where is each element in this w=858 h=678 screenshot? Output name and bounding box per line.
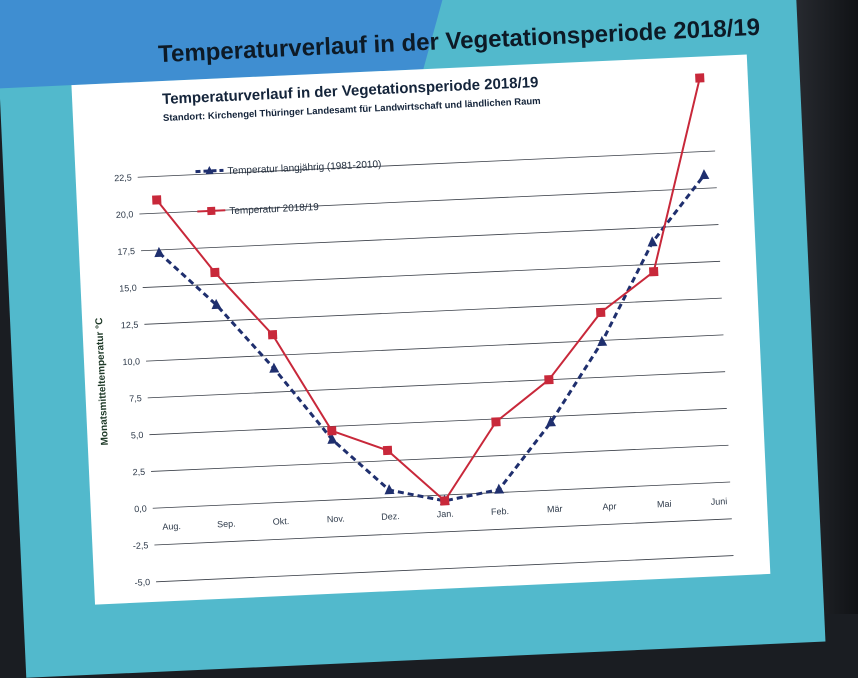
x-tick-label: Apr: [602, 501, 616, 512]
y-tick-label: 22,5: [114, 172, 132, 183]
y-tick-label: 2,5: [132, 467, 145, 478]
y-tick-label: 7,5: [129, 393, 142, 404]
gridline: [149, 408, 727, 436]
data-point-2018-19: [649, 267, 659, 277]
data-point-2018-19: [210, 267, 220, 278]
y-tick-label: 12,5: [121, 320, 139, 331]
legend-swatch-line: [195, 168, 224, 174]
data-point-longterm: [699, 169, 710, 180]
gridline: [146, 334, 724, 362]
data-point-2018-19: [491, 417, 501, 427]
y-axis-title: Monatsmitteltemperatur °C: [94, 317, 111, 445]
gridline: [147, 371, 726, 399]
data-point-longterm: [494, 483, 505, 494]
series-line-1: [158, 174, 706, 503]
data-point-2018-19: [327, 426, 337, 436]
legend-marker: [205, 165, 214, 175]
data-point-2018-19: [596, 307, 606, 318]
gridline: [154, 518, 732, 546]
legend-label: Temperatur 2018/19: [229, 202, 319, 217]
data-point-longterm: [327, 433, 338, 444]
y-tick-label: -2,5: [133, 540, 149, 551]
data-point-longterm: [269, 362, 280, 373]
series-line-2: [155, 77, 701, 503]
x-tick-label: Feb.: [491, 506, 509, 517]
gridline: [144, 297, 722, 325]
x-tick-label: Juni: [711, 496, 728, 507]
x-tick-label: Sep.: [217, 519, 236, 530]
x-tick-label: Aug.: [162, 521, 181, 532]
data-point-2018-19: [382, 445, 393, 456]
y-tick-label: 15,0: [119, 283, 137, 294]
gridline: [152, 481, 731, 509]
data-point-longterm: [546, 416, 557, 427]
chart-panel: Temperaturverlauf in der Vegetationsperi…: [71, 54, 771, 605]
data-point-longterm: [154, 246, 165, 258]
x-tick-label: Dez.: [381, 511, 400, 522]
gridline: [151, 444, 729, 472]
gridline: [156, 555, 734, 583]
gridline: [139, 187, 717, 215]
data-point-2018-19: [544, 374, 554, 385]
legend-label: Temperatur langjährig (1981-2010): [227, 159, 381, 177]
data-point-longterm: [597, 335, 608, 347]
y-tick-label: 17,5: [117, 246, 135, 257]
data-point-longterm: [211, 298, 222, 310]
gridline: [142, 260, 721, 288]
x-tick-label: Mai: [657, 499, 672, 510]
data-point-2018-19: [439, 496, 450, 506]
y-tick-label: 10,0: [122, 356, 140, 367]
y-tick-label: -5,0: [134, 577, 150, 588]
gridline: [137, 150, 716, 178]
data-point-longterm: [647, 236, 658, 247]
x-tick-label: Okt.: [273, 516, 290, 527]
gridline: [141, 224, 719, 252]
data-point-2018-19: [152, 195, 162, 205]
y-tick-label: 5,0: [131, 430, 144, 441]
data-point-longterm: [384, 484, 395, 495]
legend-marker: [207, 206, 216, 216]
data-point-2018-19: [267, 330, 278, 340]
x-tick-label: Nov.: [327, 514, 345, 525]
x-tick-label: Jan.: [437, 509, 454, 520]
presentation-slide: Temperaturverlauf in der Vegetationsperi…: [0, 0, 826, 678]
line-chart: 22,5 20,0 17,5 15,0 12,5 10,0 7,5 5,0 2,5 0,0 -2,5…: [94, 73, 734, 588]
y-tick-label: 20,0: [116, 209, 134, 220]
x-tick-label: Mär: [547, 504, 563, 515]
y-tick-label: 0,0: [134, 504, 147, 515]
data-point-2018-19: [695, 73, 705, 83]
